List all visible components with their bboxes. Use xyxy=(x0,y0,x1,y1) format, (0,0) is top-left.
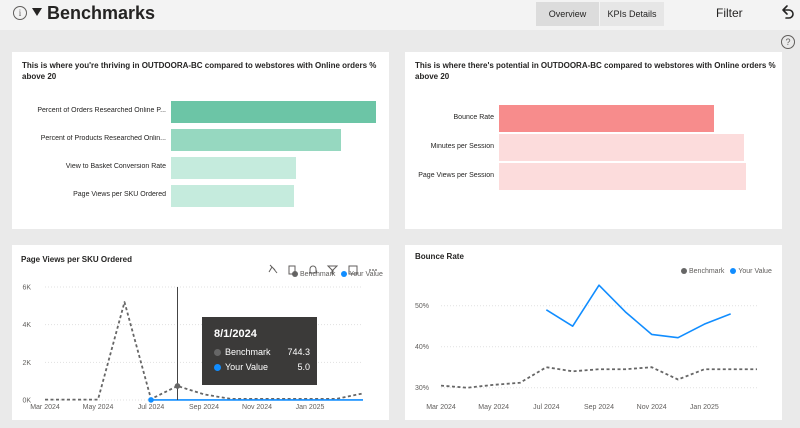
potential-bar-label: Page Views per Session xyxy=(418,171,494,179)
legend-label: Your Value xyxy=(738,268,772,275)
thriving-bar-label: Page Views per SKU Ordered xyxy=(73,191,166,198)
tooltip-label: Benchmark xyxy=(225,347,271,357)
potential-bar-label: Bounce Rate xyxy=(453,113,494,121)
tooltip-dot-your-value xyxy=(214,364,221,371)
potential-bar[interactable] xyxy=(499,163,746,190)
bounce-rate-card: Bounce Rate 30% 40% 50% Mar 2024 May 2024 Jul… xyxy=(405,245,782,420)
top-bar: i Benchmarks Overview KPIs Details Filte… xyxy=(0,0,800,30)
x-tick-label: Mar 2024 xyxy=(30,404,60,411)
x-tick-label: Jan 2025 xyxy=(690,404,719,411)
x-tick-label: Jan 2025 xyxy=(296,404,325,411)
bounce-rate-chart[interactable]: 30% 40% 50% Mar 2024 May 2024 Jul 2024 Sep 202… xyxy=(405,245,782,420)
filter-icon[interactable] xyxy=(326,265,339,275)
x-tick-label: May 2024 xyxy=(83,404,114,411)
y-tick-label: 30% xyxy=(415,385,429,392)
help-icon[interactable]: ? xyxy=(781,35,795,49)
x-tick-label: Nov 2024 xyxy=(242,404,272,411)
potential-card: This is where there's potential in OUTDO… xyxy=(405,52,782,229)
benchmark-series-line[interactable] xyxy=(440,366,757,389)
focus-mode-icon[interactable] xyxy=(348,265,358,275)
y-tick-label: 40% xyxy=(415,344,429,351)
potential-bar[interactable] xyxy=(499,105,714,132)
visual-toolbar xyxy=(268,264,377,275)
legend-dot-your-value xyxy=(341,271,348,277)
x-tick-label: May 2024 xyxy=(478,404,509,411)
legend-benchmark[interactable]: Benchmark xyxy=(681,268,724,275)
thriving-card-title: This is where you're thriving in OUTDOOR… xyxy=(22,61,377,81)
tab-overview[interactable]: Overview xyxy=(536,2,599,26)
bounce-rate-chart-title: Bounce Rate xyxy=(415,252,464,261)
tooltip-value: 744.3 xyxy=(287,347,310,357)
benchmark-series-line[interactable] xyxy=(45,301,364,401)
legend-your-value[interactable]: Your Value xyxy=(341,271,383,278)
y-tick-label: 0K xyxy=(22,398,31,405)
x-tick-label: Mar 2024 xyxy=(426,404,456,411)
legend-dot-benchmark xyxy=(681,268,687,274)
legend-label: Benchmark xyxy=(300,271,336,278)
more-options-icon[interactable] xyxy=(369,269,377,271)
thriving-bar[interactable] xyxy=(171,129,342,151)
x-tick-label: Jul 2024 xyxy=(138,404,165,411)
thriving-bar[interactable] xyxy=(171,157,297,179)
thriving-card: This is where you're thriving in OUTDOOR… xyxy=(12,52,389,229)
tooltip-date: 8/1/2024 xyxy=(214,328,257,340)
alert-icon[interactable] xyxy=(309,265,317,274)
potential-card-title: This is where there's potential in OUTDO… xyxy=(415,61,776,81)
tooltip-value: 5.0 xyxy=(297,362,310,372)
legend-label: Your Value xyxy=(349,271,383,278)
copy-icon[interactable] xyxy=(288,265,296,275)
legend-dot-your-value xyxy=(730,268,737,274)
x-tick-label: Jul 2024 xyxy=(533,404,560,411)
thriving-bar[interactable] xyxy=(171,185,294,207)
legend-label: Benchmark xyxy=(689,268,725,275)
page-views-card: Page Views per SKU Ordered 0K 2K 4K 6K Mar 2… xyxy=(12,245,389,420)
thriving-bar[interactable] xyxy=(171,101,376,123)
info-icon[interactable]: i xyxy=(13,6,27,20)
caret-down-icon[interactable] xyxy=(32,8,42,16)
x-tick-label: Sep 2024 xyxy=(584,404,614,411)
chart-tooltip: 8/1/2024 Benchmark 744.3 Your Value 5.0 xyxy=(202,317,317,385)
thriving-bar-label: View to Basket Conversion Rate xyxy=(65,163,166,170)
bounce-rate-legend: Benchmark Your Value xyxy=(677,268,772,275)
hover-point-your-value[interactable] xyxy=(148,397,154,403)
tooltip-row-benchmark: Benchmark 744.3 xyxy=(214,347,310,357)
page-views-chart-title: Page Views per SKU Ordered xyxy=(21,255,133,264)
undo-icon[interactable] xyxy=(779,4,795,20)
y-tick-label: 4K xyxy=(22,322,31,329)
page-title: Benchmarks xyxy=(47,3,156,23)
x-tick-label: Nov 2024 xyxy=(637,404,667,411)
tab-kpis-details[interactable]: KPIs Details xyxy=(600,2,664,26)
potential-bar[interactable] xyxy=(499,134,744,161)
tooltip-label: Your Value xyxy=(225,362,269,372)
tooltip-dot-benchmark xyxy=(214,349,221,356)
thriving-bar-label: Percent of Orders Researched Online P... xyxy=(37,107,166,114)
y-tick-label: 2K xyxy=(22,360,31,367)
y-tick-label: 6K xyxy=(22,285,31,292)
potential-bar-label: Minutes per Session xyxy=(430,142,494,150)
thriving-bar-label: Percent of Products Researched Onlin... xyxy=(40,135,166,142)
your-value-series-line[interactable] xyxy=(545,284,731,339)
y-tick-label: 50% xyxy=(415,303,429,310)
legend-your-value[interactable]: Your Value xyxy=(730,268,772,275)
hover-point-benchmark[interactable] xyxy=(174,383,181,389)
filter-button[interactable]: Filter xyxy=(716,6,743,20)
pin-icon[interactable] xyxy=(268,264,278,274)
x-tick-label: Sep 2024 xyxy=(189,404,219,411)
tooltip-row-your-value: Your Value 5.0 xyxy=(214,362,310,372)
